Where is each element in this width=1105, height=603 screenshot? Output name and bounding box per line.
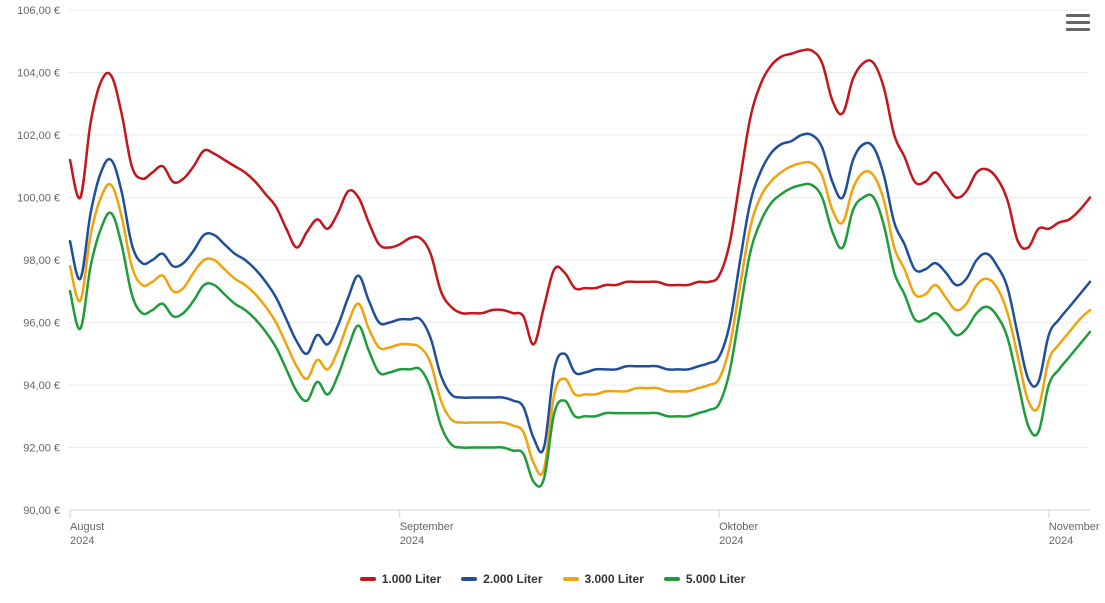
y-axis-label: 98,00 € <box>23 255 60 267</box>
y-axis-label: 100,00 € <box>17 193 60 205</box>
x-axis-label-bottom: 2024 <box>719 535 743 547</box>
legend-item[interactable]: 2.000 Liter <box>461 572 542 586</box>
x-axis-label-bottom: 2024 <box>1049 535 1073 547</box>
y-axis-label: 90,00 € <box>23 505 60 517</box>
y-axis-label: 92,00 € <box>23 443 60 455</box>
y-axis-label: 106,00 € <box>17 5 60 17</box>
legend-label: 5.000 Liter <box>686 572 745 586</box>
legend-item[interactable]: 5.000 Liter <box>664 572 745 586</box>
chart-menu-button[interactable] <box>1066 10 1090 34</box>
legend-item[interactable]: 1.000 Liter <box>360 572 441 586</box>
legend-swatch <box>664 577 680 581</box>
chart-svg: 90,00 € 92,00 € 94,00 € 96,00 € 98,00 € 100,0… <box>0 0 1105 603</box>
x-axis-label-top: Oktober <box>719 521 758 533</box>
legend-swatch <box>461 577 477 581</box>
series-line <box>70 184 1090 487</box>
legend-label: 3.000 Liter <box>585 572 644 586</box>
series-line <box>70 49 1090 344</box>
legend-item[interactable]: 3.000 Liter <box>563 572 644 586</box>
x-axis-label-top: November <box>1049 521 1100 533</box>
x-axis-label-bottom: 2024 <box>70 535 94 547</box>
legend-label: 1.000 Liter <box>382 572 441 586</box>
legend-label: 2.000 Liter <box>483 572 542 586</box>
y-axis-label: 96,00 € <box>23 318 60 330</box>
price-chart: 90,00 € 92,00 € 94,00 € 96,00 € 98,00 € 100,0… <box>0 0 1105 603</box>
legend-swatch <box>360 577 376 581</box>
x-axis-label-bottom: 2024 <box>400 535 424 547</box>
y-axis-label: 102,00 € <box>17 130 60 142</box>
x-axis-label-top: September <box>400 521 454 533</box>
chart-legend: 1.000 Liter 2.000 Liter 3.000 Liter 5.000 L… <box>0 570 1105 586</box>
legend-swatch <box>563 577 579 581</box>
y-axis-label: 104,00 € <box>17 68 60 80</box>
x-axis-label-top: August <box>70 521 104 533</box>
series-line <box>70 162 1090 475</box>
y-axis-label: 94,00 € <box>23 380 60 392</box>
hamburger-icon <box>1066 14 1090 17</box>
